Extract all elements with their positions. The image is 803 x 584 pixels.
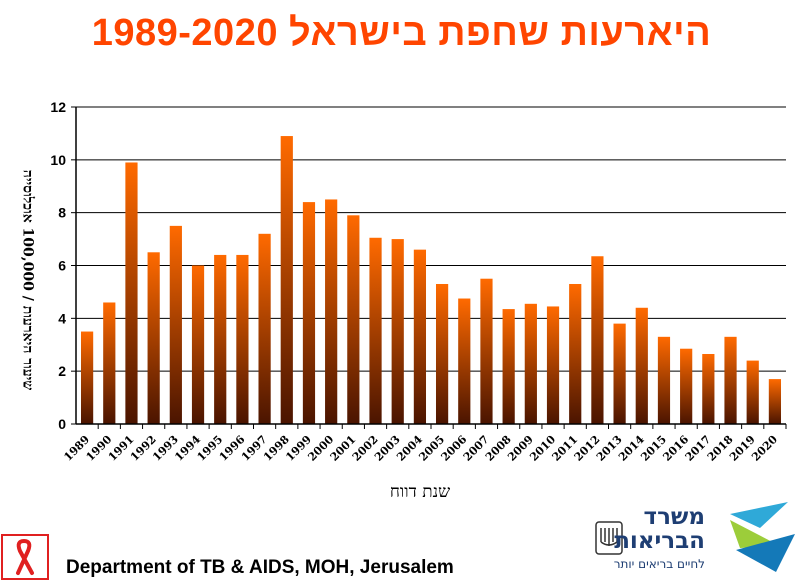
bar-2011 <box>569 283 582 424</box>
y-tick-label: 4 <box>58 310 66 326</box>
axes <box>71 106 787 429</box>
logo-tagline: לחיים בריאים יותר <box>613 557 705 571</box>
bar-2009 <box>524 303 537 424</box>
page-title: היארעות שחפת בישראל 1989-2020 <box>91 12 712 54</box>
bar-2016 <box>680 348 693 424</box>
bar-2004 <box>413 249 427 424</box>
y-tick-label: 10 <box>50 152 66 168</box>
bar-2017 <box>702 353 715 424</box>
x-axis-label: שנת דווח <box>389 482 451 502</box>
y-axis-label: שיעור היארעות / 100,000 אוכלוסייה <box>19 169 36 391</box>
bar-1995 <box>214 254 227 424</box>
bar-2015 <box>657 336 671 424</box>
bar-1991 <box>125 162 138 424</box>
moh-emblem-icon <box>595 502 795 572</box>
logo-line1: משרד <box>643 504 705 530</box>
bar-2002 <box>369 237 382 424</box>
y-tick-label: 8 <box>58 205 66 221</box>
bar-2010 <box>546 306 560 424</box>
y-tick-label: 12 <box>50 99 66 115</box>
bar-2013 <box>613 323 626 424</box>
gridlines <box>76 106 786 372</box>
bar-2019 <box>746 360 759 424</box>
bar-1999 <box>302 202 316 424</box>
red-ribbon-icon <box>1 534 49 580</box>
bars <box>80 136 782 424</box>
y-tick-labels: 0 2 4 6 8 10 12 <box>50 99 66 432</box>
bar-2005 <box>435 283 449 424</box>
y-tick-label: 6 <box>58 258 66 274</box>
bar-1998 <box>280 136 293 424</box>
x-tick-label: 2020 <box>749 433 780 464</box>
bar-1989 <box>80 331 94 424</box>
bar-2000 <box>325 199 338 424</box>
bar-1997 <box>258 233 271 424</box>
bar-2020 <box>768 379 782 424</box>
bar-1993 <box>169 225 182 424</box>
bar-1996 <box>236 254 249 424</box>
bar-2008 <box>502 309 515 424</box>
bar-2018 <box>724 336 737 424</box>
y-tick-label: 0 <box>58 416 66 432</box>
department-credit: Department of TB & AIDS, MOH, Jerusalem <box>66 557 454 578</box>
bar-1994 <box>191 265 205 424</box>
y-tick-label: 2 <box>58 363 66 379</box>
logo-line2: הבריאות <box>614 528 705 554</box>
bar-2007 <box>480 278 493 424</box>
bar-2012 <box>591 256 604 424</box>
bar-2001 <box>347 215 360 424</box>
bar-1992 <box>147 252 160 424</box>
bar-2003 <box>391 239 404 424</box>
bar-2014 <box>635 307 648 424</box>
bar-1990 <box>103 302 116 424</box>
x-tick-labels: 1989199019911992199319941995199619971998… <box>61 433 780 464</box>
ministry-of-health-logo: משרד הבריאות לחיים בריאים יותר <box>590 498 803 584</box>
bar-2006 <box>458 298 471 424</box>
